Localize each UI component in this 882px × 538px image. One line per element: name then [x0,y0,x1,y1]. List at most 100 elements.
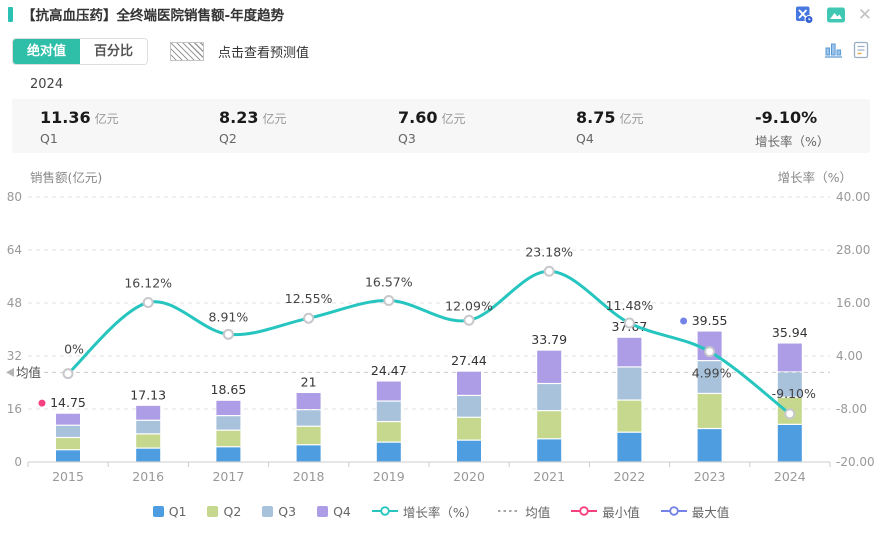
svg-text:0: 0 [14,455,22,469]
bar-segment-q3-2020[interactable] [457,396,481,417]
stat-q3-unit: 亿元 [441,112,466,126]
stat-q3: 7.60 亿元 Q3 [398,108,466,146]
bar-segment-q4-2017[interactable] [216,400,241,416]
bar-segment-q2-2018[interactable] [296,426,321,445]
bar-segment-q4-2020[interactable] [457,371,481,395]
bar-segment-q2-2015[interactable] [56,438,80,450]
bar-segment-q4-2016[interactable] [136,405,161,420]
legend-item-q4[interactable]: Q4 [317,504,351,519]
bar-segment-q2-2016[interactable] [136,434,161,448]
svg-text:2022: 2022 [613,469,645,484]
stacked-bars[interactable] [56,331,802,462]
axis-labels: 80 64 48 32 16 0 40.00 28.00 16.00 4.00 -8.00 -20.0… [7,190,875,484]
growth-rate-line[interactable] [66,269,791,416]
bar-segment-q3-2023[interactable] [697,361,722,393]
svg-text:0%: 0% [64,342,84,357]
svg-text:40.00: 40.00 [836,190,870,204]
percentage-button[interactable]: 百分比 [80,39,148,64]
bar-segment-q4-2015[interactable] [56,413,80,425]
legend-item-q1[interactable]: Q1 [152,504,186,519]
bar-segment-q3-2021[interactable] [537,384,562,411]
growth-rate-labels: 0% 16.12% 8.91% 12.55% 16.57% 12.09% 23.18% 11.… [64,244,816,401]
bar-segment-q1-2017[interactable] [216,447,241,462]
svg-text:11.48%: 11.48% [606,298,654,313]
bar-segment-q3-2022[interactable] [617,367,642,400]
bar-segment-q3-2015[interactable] [56,425,80,437]
legend-item-min[interactable]: 最小值 [571,502,640,521]
bar-segment-q3-2019[interactable] [376,401,401,421]
legend-item-mean[interactable]: 均值 [498,502,550,521]
bar-segment-q1-2021[interactable] [537,439,562,462]
svg-text:18.65: 18.65 [211,382,247,397]
bar-segment-q2-2023[interactable] [697,394,722,428]
svg-text:2020: 2020 [453,469,485,484]
bar-segment-q2-2020[interactable] [457,417,481,440]
svg-text:均值: 均值 [16,365,41,380]
trend-chart[interactable]: 80 64 48 32 16 0 40.00 28.00 16.00 4.00 -8.00 -20.0… [0,184,882,496]
forecast-toggle[interactable]: 点击查看预测值 [170,42,309,61]
panel-header: 【抗高血压药】全终端医院销售额-年度趋势 ✕ [0,0,882,30]
bar-segment-q2-2022[interactable] [617,400,642,432]
stat-q1-value: 11.36 [40,108,91,127]
legend-item-growth-rate[interactable]: 增长率（%） [371,502,477,521]
svg-text:23.18%: 23.18% [525,244,573,259]
bar-segment-q1-2016[interactable] [136,448,161,462]
title-accent-bar [8,7,13,22]
bar-segment-q4-2024[interactable] [777,343,802,372]
svg-text:48: 48 [7,296,22,310]
svg-text:2021: 2021 [533,469,565,484]
report-document-icon[interactable] [853,41,870,59]
svg-text:17.13: 17.13 [130,387,166,402]
bar-segment-q1-2015[interactable] [56,450,80,462]
bar-segment-q4-2022[interactable] [617,337,642,367]
stat-q2: 8.23 亿元 Q2 [219,108,287,146]
bar-segment-q2-2021[interactable] [537,411,562,439]
growth-rate-markers[interactable] [62,265,796,420]
bar-segment-q1-2020[interactable] [457,440,481,462]
stat-q4-unit: 亿元 [619,112,644,126]
svg-text:2018: 2018 [293,469,325,484]
bar-segment-q3-2024[interactable] [777,372,802,397]
excel-export-icon[interactable] [795,5,814,24]
legend-swatch [262,505,274,517]
legend-label: Q3 [278,503,297,519]
right-axis-title: 增长率（%） [777,170,852,185]
bar-segment-q1-2019[interactable] [376,442,401,462]
stat-growth-label: 增长率（%） [755,134,830,149]
bar-segment-q4-2018[interactable] [296,393,321,410]
svg-text:2019: 2019 [373,469,405,484]
legend-item-q2[interactable]: Q2 [207,504,241,519]
stat-q4-value: 8.75 [576,108,616,127]
legend-label: Q2 [223,503,242,519]
bar-total-labels: 14.7517.1318.652124.4727.4433.7937.6739.… [38,313,808,410]
legend-item-q3[interactable]: Q3 [262,504,296,519]
stat-q2-label: Q2 [219,131,237,146]
svg-text:14.75: 14.75 [50,395,86,410]
bar-segment-q3-2018[interactable] [296,410,321,426]
chart-toolbar: 绝对值 百分比 点击查看预测值 [0,38,882,65]
summary-stats-band: 11.36 亿元 Q1 8.23 亿元 Q2 7.60 亿元 Q3 8.75 亿元 Q4… [12,99,870,153]
image-export-icon[interactable] [826,6,846,24]
bar-segment-q4-2021[interactable] [537,350,562,383]
bar-segment-q1-2018[interactable] [296,445,321,462]
svg-text:-8.00: -8.00 [836,402,867,416]
legend-swatch [207,505,219,517]
chart-legend: Q1 Q2 Q3 Q4 增长率（%） 均值 最小值 最大值 [0,500,882,522]
svg-text:4.00: 4.00 [836,349,863,363]
legend-item-max[interactable]: 最大值 [660,502,729,521]
left-axis-title: 销售额(亿元) [30,170,103,185]
bar-chart-view-icon[interactable] [824,41,843,59]
bar-segment-q4-2019[interactable] [376,381,401,401]
absolute-value-button[interactable]: 绝对值 [13,39,81,64]
svg-text:8.91%: 8.91% [209,309,249,324]
svg-text:4.99%: 4.99% [692,366,732,381]
bar-segment-q3-2016[interactable] [136,420,161,434]
bar-segment-q1-2024[interactable] [777,424,802,462]
close-icon[interactable]: ✕ [857,4,872,25]
bar-segment-q2-2019[interactable] [376,422,401,442]
bar-segment-q1-2023[interactable] [697,429,722,462]
svg-text:2017: 2017 [212,469,244,484]
bar-segment-q2-2017[interactable] [216,430,241,447]
bar-segment-q3-2017[interactable] [216,416,241,430]
bar-segment-q1-2022[interactable] [617,432,642,462]
